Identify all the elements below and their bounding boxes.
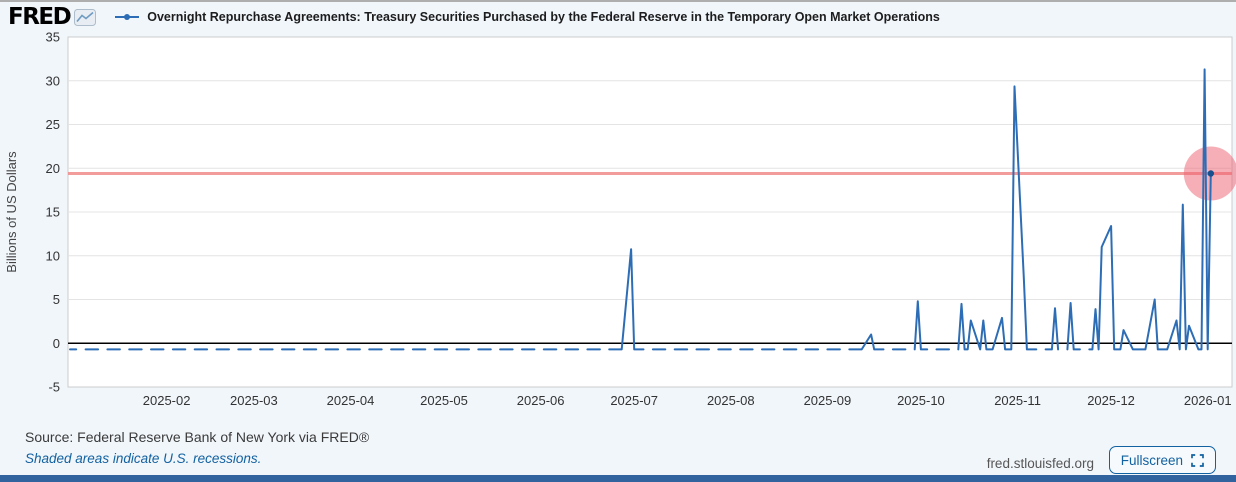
fred-logo-text: FRED <box>8 3 72 30</box>
x-tick-label: 2025-07 <box>610 393 658 408</box>
legend-series-label: Overnight Repurchase Agreements: Treasur… <box>147 10 940 24</box>
y-axis-title: Billions of US Dollars <box>4 151 19 273</box>
y-tick-label: 15 <box>46 205 60 220</box>
last-point-marker[interactable] <box>1207 170 1215 177</box>
y-tick-label: 35 <box>46 30 60 45</box>
bottom-accent-bar <box>0 475 1236 482</box>
data-line-segment <box>608 248 645 351</box>
y-tick-label: 5 <box>53 292 60 307</box>
x-tick-label: 2025-10 <box>897 393 945 408</box>
x-tick-label: 2025-04 <box>327 393 375 408</box>
x-tick-label: 2026-01 <box>1184 393 1232 408</box>
y-tick-label: 10 <box>46 248 60 263</box>
data-line-segment <box>957 85 1038 351</box>
x-tick-label: 2025-02 <box>143 393 191 408</box>
x-tick-label: 2025-09 <box>804 393 852 408</box>
fullscreen-label: Fullscreen <box>1120 452 1183 468</box>
data-line-segment <box>1066 302 1081 351</box>
data-line-segment <box>1088 68 1212 351</box>
y-tick-label: 0 <box>53 336 60 351</box>
chart-canvas[interactable]: -5 0 5 10 15 20 25 30 35 2025-02 2025-03 2025-04 202… <box>0 28 1236 420</box>
data-line-segment <box>848 333 885 351</box>
x-tick-label: 2025-11 <box>994 393 1041 408</box>
y-tick-label: 20 <box>46 161 60 176</box>
x-tick-label: 2025-03 <box>230 393 278 408</box>
data-line-segment <box>1044 307 1060 351</box>
recession-note-link[interactable]: Shaded areas indicate U.S. recessions. <box>25 451 262 466</box>
legend-line-marker <box>115 14 140 20</box>
y-tick-label: 25 <box>46 117 60 132</box>
y-tick-label: -5 <box>48 380 60 395</box>
y-tick-label: 30 <box>46 73 60 88</box>
fullscreen-icon <box>1191 453 1204 467</box>
site-label: fred.stlouisfed.org <box>986 456 1094 471</box>
header: FRED Overnight Repurchase Agreements: Tr… <box>8 4 940 30</box>
fred-logo-chart-icon <box>74 8 97 26</box>
x-tick-label: 2025-05 <box>420 393 468 408</box>
x-tick-label: 2025-08 <box>707 393 755 408</box>
fred-logo[interactable]: FRED <box>8 3 97 30</box>
fullscreen-button[interactable]: Fullscreen <box>1108 446 1216 474</box>
source-text: Source: Federal Reserve Bank of New York… <box>25 429 370 445</box>
data-line-segment <box>913 300 929 351</box>
legend: Overnight Repurchase Agreements: Treasur… <box>114 10 940 24</box>
x-tick-label: 2025-06 <box>517 393 565 408</box>
x-tick-label: 2025-12 <box>1087 393 1135 408</box>
